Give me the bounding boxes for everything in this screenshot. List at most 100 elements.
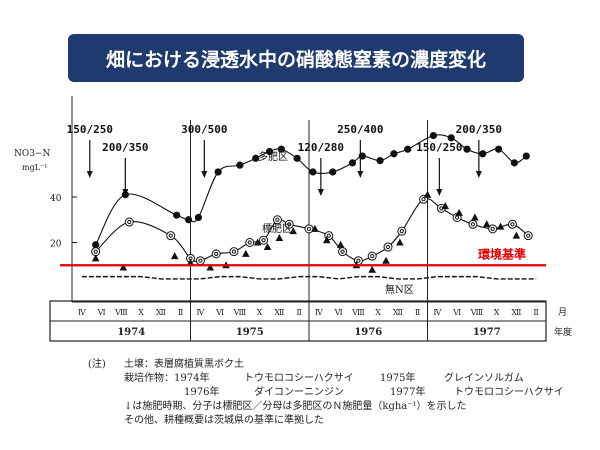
year-label: 1975 [236,327,264,338]
data-point-high-n [390,150,398,158]
month-tick-label: Ⅷ [233,308,247,317]
month-tick-label: Ⅹ [257,308,263,317]
month-tick-label: Ⅵ [452,308,461,317]
data-point-high-n [184,216,193,224]
data-point-standard-n [272,215,282,225]
data-point-standard-n [397,226,407,236]
data-point-high-n [173,211,181,219]
data-point-standard-n-inner [231,249,237,254]
month-tick-label: Ⅷ [114,308,128,317]
data-point-high-n [236,161,244,169]
month-tick-label: Ⅱ [178,308,183,317]
notes-crop-name: トウモロコシーハクサイ [454,387,564,398]
data-point-standard-n [523,231,533,241]
data-point-standard-n [468,219,478,229]
data-point-no-n [368,265,376,273]
data-point-standard-n [284,219,294,229]
data-point-no-n [275,233,284,241]
y-tick-label: 20 [50,240,62,250]
series-label: 無N区 [385,283,414,296]
fertilization-label: 200/350 [456,123,502,136]
month-tick-label: Ⅵ [97,308,106,317]
month-tick-label: Ⅳ [315,308,324,317]
data-point-high-n [447,134,455,142]
series-label: 多肥区 [258,150,288,163]
month-tick-label: Ⅳ [196,308,205,317]
data-point-standard-n-inner [275,217,280,222]
data-point-standard-n-inner [526,233,531,238]
fertilization-label: 200/350 [102,141,148,154]
notes-crop-year: 1977年 [390,387,426,398]
month-tick-label: Ⅻ [511,308,521,317]
data-point-standard-n [229,247,239,257]
slide-title: 畑における浸透水中の硝酸態窒素の濃度変化 [68,34,524,82]
data-point-no-n [471,213,479,221]
data-point-no-n [336,240,345,248]
month-tick-label: Ⅻ [393,308,403,317]
data-point-no-n [206,263,215,271]
y-axis-unit: mgL⁻¹ [22,163,47,172]
month-tick-label: Ⅱ [296,308,301,317]
data-point-standard-n-inner [214,251,219,256]
month-tick-label: Ⅵ [334,308,343,317]
month-tick-label: Ⅹ [494,308,500,317]
data-point-standard-n [195,256,205,266]
data-point-standard-n-inner [510,222,515,227]
threshold-label: 環境基準 [478,246,526,261]
month-tick-label: Ⅹ [138,308,144,317]
month-tick-label: Ⅵ [215,308,224,317]
data-point-standard-n-inner [326,233,331,238]
data-point-standard-n [91,247,101,257]
data-point-high-n [277,145,285,153]
data-point-no-n [455,208,463,216]
data-point-standard-n-inner [385,244,391,250]
month-tick-label: Ⅱ [415,308,420,317]
notes-crop-name: トウモロコシーハクサイ [244,373,354,384]
data-point-no-n [482,220,491,228]
data-point-no-n [441,202,450,210]
year-label: 1974 [117,327,145,338]
data-point-no-n [119,263,128,271]
data-point-high-n [265,147,274,156]
notes-soil: 土壌：表層腐植質黒ボク土 [124,359,244,370]
year-label: 1976 [354,327,382,338]
fertilization-arrowhead [475,171,482,178]
fertilization-arrowhead [86,171,93,178]
fertilization-arrowhead [317,189,324,196]
data-point-high-n [479,150,487,158]
data-point-no-n [382,256,390,264]
series-label: 標肥区 [262,222,292,235]
data-point-no-n [289,227,297,235]
data-point-high-n [214,168,222,176]
month-tick-label: Ⅱ [533,308,538,317]
data-point-standard-n [383,242,393,252]
data-point-high-n [510,159,518,167]
data-point-standard-n-inner [356,258,361,263]
data-point-high-n [348,159,357,167]
data-point-standard-n-inner [127,219,132,225]
data-point-standard-n [507,219,517,229]
year-axis-label: 年度 [554,326,572,338]
data-point-high-n [376,157,384,165]
baseline-curve [81,275,537,280]
data-point-standard-n [211,249,221,259]
y-tick-label: 40 [50,194,62,204]
data-point-no-n [496,222,505,230]
data-point-standard-n-inner [399,229,404,234]
data-point-standard-n [259,235,269,245]
data-point-standard-n [367,251,377,261]
data-point-no-n [91,254,100,262]
data-point-standard-n-inner [198,258,203,263]
notes-crop-name: グレインソルガム [444,373,524,384]
chart-notes: (注) 土壌：表層腐植質黒ボク土 栽培作物：1974年 トウモロコシーハクサイ 197… [88,358,588,428]
data-point-high-n [293,154,301,162]
fertilization-arrowhead [201,171,208,178]
data-point-high-n [463,145,471,153]
data-point-standard-n-inner [340,249,345,254]
notes-crop-year: 1975年 [380,373,416,384]
data-point-standard-n-inner [490,226,495,231]
data-point-no-n [396,238,404,246]
data-point-standard-n-inner [168,233,173,238]
data-point-no-n [512,231,521,239]
